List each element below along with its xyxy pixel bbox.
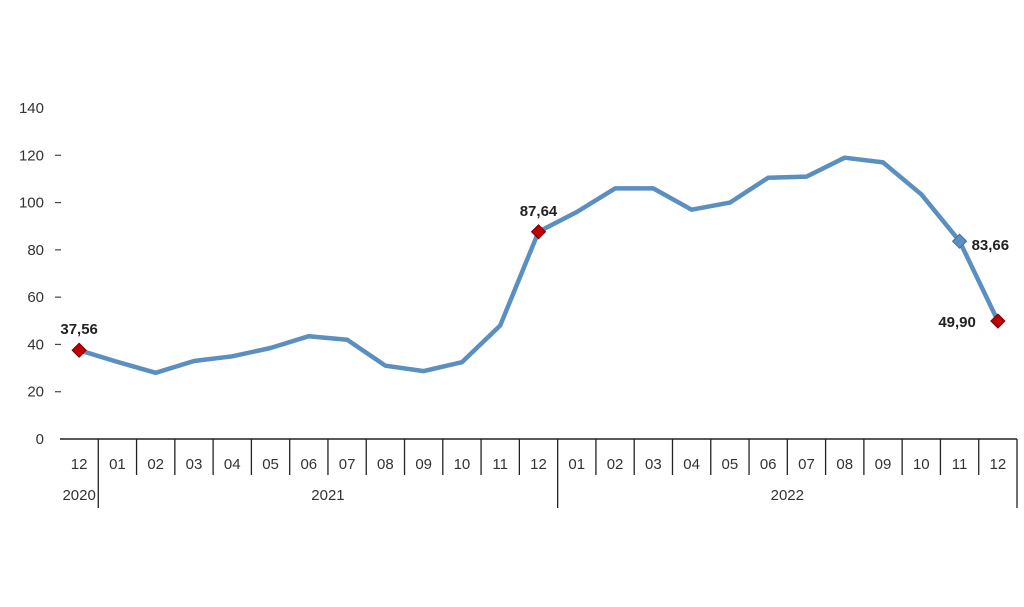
x-axis: 12 01 02 03 04 05 06 07 08 09 10 11 12 01 02 03 04 05 06 07… [60,438,1018,508]
x-tick-label: 09 [875,456,892,473]
x-tick-label: 04 [683,456,700,473]
x-tick-label: 10 [454,456,471,473]
x-tick-label: 06 [300,456,317,473]
x-tick-label: 01 [568,456,585,473]
x-tick-label: 07 [339,456,356,473]
year-label: 2022 [771,487,804,504]
x-tick-label: 01 [109,456,126,473]
x-tick-label: 10 [913,456,930,473]
y-tick-label: 0 [36,431,44,448]
diamond-marker [71,342,87,358]
x-tick-label: 02 [607,456,624,473]
y-axis: 0 20 40 60 80 100 120 140 [19,100,61,448]
y-tick-label: 40 [27,336,44,353]
y-tick-label: 120 [19,147,44,164]
diamond-marker [530,224,547,240]
x-tick-label: 05 [262,456,279,473]
x-tick-label: 08 [836,456,853,473]
x-tick-label: 03 [186,456,203,473]
x-tick-label: 07 [798,456,815,473]
data-label: 49,90 [938,314,976,331]
x-tick-label: 08 [377,456,394,473]
series-line [76,155,1001,376]
data-label: 83,66 [972,237,1010,254]
y-tick-label: 60 [27,289,44,306]
x-tick-label: 04 [224,456,241,473]
x-tick-label: 12 [71,456,88,473]
data-labels: 37,56 87,64 83,66 49,90 [60,203,1010,358]
data-label: 87,64 [520,203,558,220]
y-tick-label: 20 [27,384,44,401]
x-tick-label: 09 [415,456,432,473]
year-label: 2020 [62,487,95,504]
plot-area [76,155,1001,376]
year-label: 2021 [311,487,344,504]
y-tick-label: 80 [27,242,44,259]
x-tick-label: 02 [147,456,164,473]
x-tick-label: 12 [530,456,547,473]
x-tick-label: 06 [760,456,777,473]
y-tick-label: 100 [19,195,44,212]
data-label: 37,56 [60,321,98,338]
diamond-marker [990,313,1006,329]
diamond-marker [951,233,968,249]
x-tick-label: 11 [492,456,508,473]
x-tick-label: 03 [645,456,662,473]
x-tick-label: 11 [952,456,968,473]
x-tick-label: 12 [990,456,1007,473]
y-tick-label: 140 [19,100,44,117]
x-tick-label: 05 [722,456,739,473]
